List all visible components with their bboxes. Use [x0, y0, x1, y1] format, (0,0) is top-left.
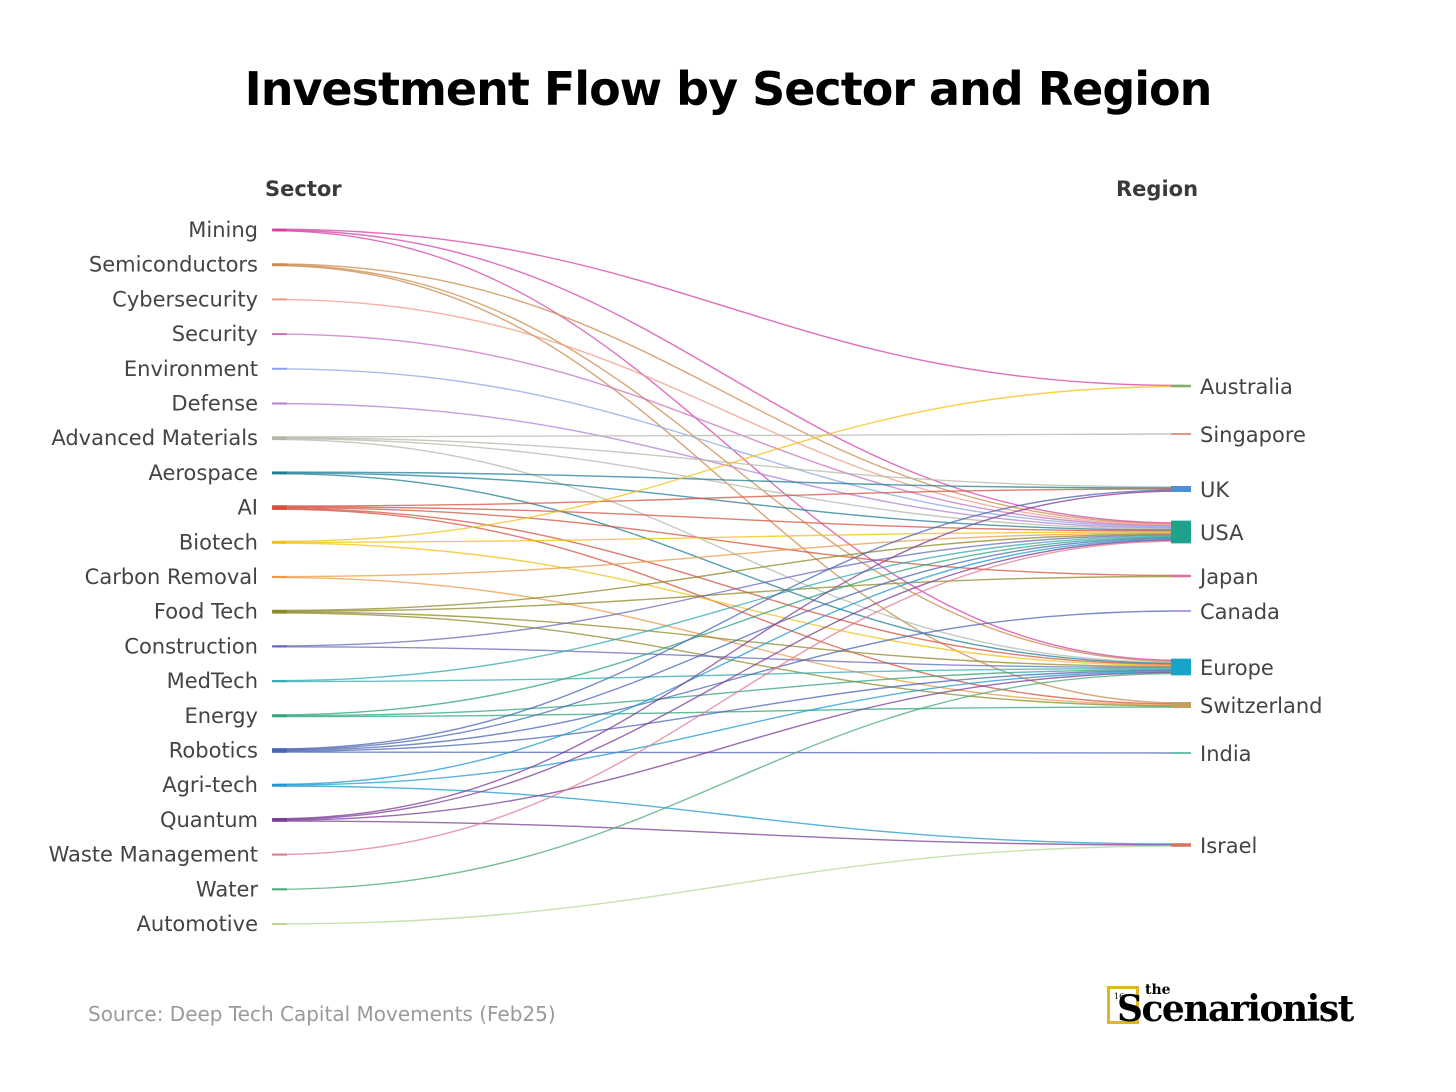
sector-label-ai: AI: [237, 496, 258, 520]
sector-label-biotech: Biotech: [179, 530, 258, 554]
sector-label-construction: Construction: [124, 634, 258, 658]
link-construction-to-europe: [272, 646, 1184, 669]
link-robotics-to-uk: [272, 489, 1184, 750]
link-ai-to-europe: [272, 507, 1184, 666]
link-robotics-to-usa: [272, 537, 1184, 751]
link-carbon-removal-to-usa: [272, 532, 1184, 578]
sector-label-environment: Environment: [124, 357, 258, 381]
link-mining-to-australia: [272, 228, 1184, 387]
link-agri-tech-to-europe: [272, 670, 1184, 786]
sector-label-carbon-removal: Carbon Removal: [85, 565, 258, 589]
link-quantum-to-uk: [272, 490, 1184, 820]
logo-wordmark: Scenarionist: [1117, 988, 1354, 1030]
link-advanced-materials-to-uk: [272, 437, 1184, 488]
region-labels: Australia Singapore UK USA Japan Canada Europe…: [1198, 375, 1323, 858]
link-defense-to-usa: [272, 402, 1184, 529]
link-medtech-to-europe: [272, 667, 1184, 683]
link-advanced-materials-to-usa: [272, 437, 1184, 530]
link-aerospace-to-europe: [272, 473, 1184, 665]
link-medtech-to-usa: [272, 535, 1184, 682]
link-food-tech-to-europe: [272, 611, 1184, 668]
sector-label-automotive: Automotive: [137, 912, 258, 936]
link-biotech-to-australia: [272, 385, 1184, 543]
sector-column-header: Sector: [265, 177, 342, 201]
region-label-canada: Canada: [1200, 600, 1280, 624]
link-mining-to-usa: [272, 229, 1184, 524]
sector-label-mining: Mining: [188, 218, 258, 242]
link-ai-to-uk: [272, 488, 1184, 507]
sector-label-water: Water: [196, 877, 258, 901]
sector-label-robotics: Robotics: [169, 739, 258, 763]
link-aerospace-to-usa: [272, 472, 1184, 531]
sector-label-semiconductors: Semiconductors: [89, 253, 258, 277]
region-label-india: India: [1200, 742, 1252, 766]
region-label-australia: Australia: [1200, 375, 1293, 399]
link-advanced-materials-to-europe: [272, 438, 1184, 664]
link-quantum-to-europe: [272, 671, 1184, 821]
region-label-israel: Israel: [1200, 834, 1257, 858]
link-food-tech-to-usa: [272, 533, 1184, 612]
sector-ticks: [272, 228, 287, 925]
sector-labels: Mining Semiconductors Cybersecurity Securit…: [49, 218, 259, 936]
sector-label-cybersecurity: Cybersecurity: [112, 287, 258, 311]
logo-number: 16: [1114, 992, 1125, 1001]
link-advanced-materials-to-singapore: [272, 433, 1184, 438]
link-cybersecurity-to-usa: [272, 298, 1184, 526]
sector-label-waste-management: Waste Management: [49, 843, 258, 867]
link-biotech-to-usa: [272, 531, 1184, 543]
link-energy-to-usa: [272, 536, 1184, 716]
region-label-uk: UK: [1200, 478, 1230, 502]
link-quantum-to-israel: [272, 820, 1184, 846]
source-note: Source: Deep Tech Capital Movements (Feb…: [88, 1002, 556, 1026]
sector-label-agri-tech: Agri-tech: [162, 773, 258, 797]
scenarionist-logo: 16 the Scenarionist: [1107, 982, 1357, 1030]
link-water-to-europe: [272, 672, 1184, 890]
link-waste-management-to-usa: [272, 540, 1184, 856]
logo-the: the: [1145, 982, 1171, 998]
link-mining-to-europe: [272, 230, 1184, 662]
link-construction-to-usa: [272, 534, 1184, 647]
sector-label-medtech: MedTech: [167, 669, 258, 693]
link-food-tech-to-japan: [272, 575, 1184, 612]
link-energy-to-europe: [272, 668, 1184, 717]
link-environment-to-usa: [272, 368, 1184, 528]
region-label-usa: USA: [1200, 521, 1244, 545]
sector-label-food-tech: Food Tech: [154, 600, 258, 624]
sector-label-energy: Energy: [184, 704, 258, 728]
region-label-europe: Europe: [1200, 656, 1274, 680]
logo-frame: 16: [1107, 986, 1139, 1024]
link-robotics-to-india: [272, 751, 1184, 754]
link-robotics-to-europe: [272, 669, 1184, 752]
link-semiconductors-to-usa: [272, 263, 1184, 525]
link-energy-to-switzerland: [272, 706, 1184, 718]
link-robotics-to-canada: [272, 610, 1184, 752]
links-layer: [272, 228, 1184, 925]
sector-label-quantum: Quantum: [160, 808, 258, 832]
region-ticks: [1171, 384, 1191, 847]
link-ai-to-switzerland: [272, 508, 1184, 705]
region-label-japan: Japan: [1198, 565, 1259, 589]
region-column-header: Region: [1116, 177, 1198, 201]
link-carbon-removal-to-switzerland: [272, 576, 1184, 706]
sector-label-aerospace: Aerospace: [148, 461, 258, 485]
link-agri-tech-to-israel: [272, 785, 1184, 845]
chart-title: Investment Flow by Sector and Region: [244, 62, 1213, 116]
sector-label-defense: Defense: [171, 392, 258, 416]
region-label-singapore: Singapore: [1200, 423, 1306, 447]
link-security-to-usa: [272, 333, 1184, 527]
link-quantum-to-usa: [272, 539, 1184, 821]
sector-label-security: Security: [172, 322, 258, 346]
link-ai-to-japan: [272, 506, 1184, 577]
link-biotech-to-europe: [272, 542, 1184, 667]
link-ai-to-usa: [272, 506, 1184, 532]
sector-label-advanced-materials: Advanced Materials: [51, 426, 258, 450]
link-aerospace-to-uk: [272, 471, 1184, 489]
region-label-switzerland: Switzerland: [1200, 694, 1323, 718]
link-agri-tech-to-usa: [272, 538, 1184, 786]
link-automotive-to-israel: [272, 845, 1184, 925]
link-food-tech-to-switzerland: [272, 612, 1184, 707]
